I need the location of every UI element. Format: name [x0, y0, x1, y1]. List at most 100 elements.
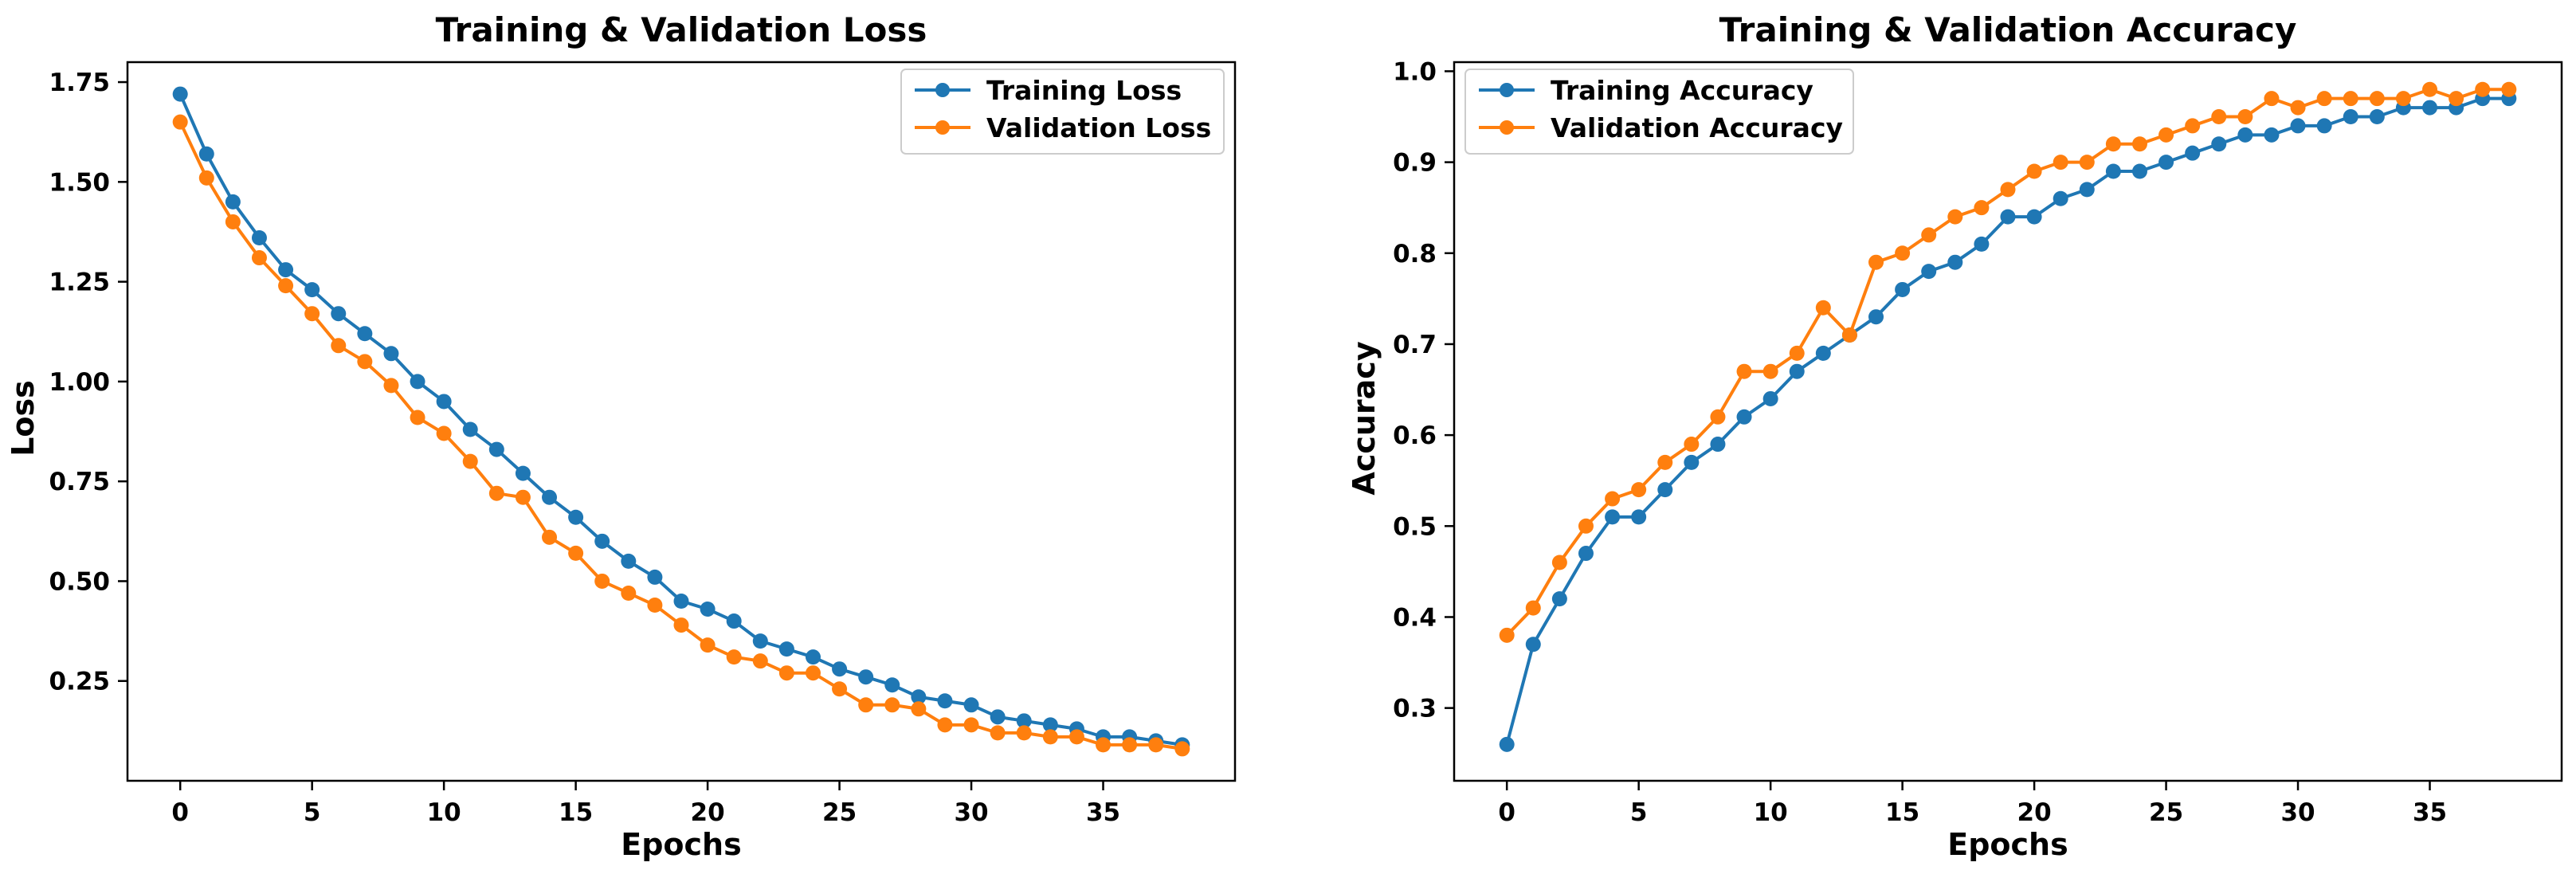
loss-y-axis-label: Loss — [6, 380, 41, 457]
accuracy-validation-line — [1505, 88, 2509, 637]
loss-training-point — [172, 86, 188, 102]
loss-validation-point — [647, 598, 663, 613]
loss-training-point — [331, 306, 347, 322]
loss-validation-point — [172, 114, 188, 130]
loss-legend: Training Loss Validation Loss — [900, 69, 1225, 155]
accuracy-training-point — [1551, 591, 1567, 607]
accuracy-validation-point — [1578, 518, 1594, 534]
accuracy-training-point — [2422, 100, 2438, 116]
accuracy-validation-point — [1789, 345, 1805, 361]
loss-y-tick-label: 0.75 — [49, 468, 111, 496]
loss-validation-point — [383, 378, 399, 394]
accuracy-training-point — [2105, 163, 2121, 179]
accuracy-validation-point — [1736, 363, 1752, 379]
accuracy-legend: Training Accuracy Validation Accuracy — [1464, 69, 1854, 155]
accuracy-training-point — [1631, 509, 1647, 525]
accuracy-training-point — [1736, 409, 1752, 425]
accuracy-validation-point — [2449, 91, 2464, 107]
accuracy-legend-marker-validation — [1500, 120, 1514, 135]
accuracy-validation-point — [2185, 118, 2201, 134]
accuracy-training-point — [1868, 309, 1884, 325]
accuracy-validation-point — [1921, 227, 1937, 243]
accuracy-validation-point — [1710, 409, 1726, 425]
loss-y-tick-label: 0.50 — [49, 567, 111, 596]
accuracy-training-point — [2343, 109, 2358, 125]
accuracy-x-ticks: 0 5 10 15 20 25 30 35 — [1498, 781, 2447, 827]
loss-series — [172, 86, 1190, 757]
accuracy-y-tick-label: 0.4 — [1393, 603, 1437, 632]
loss-validation-point — [963, 717, 979, 733]
accuracy-x-tick-label: 20 — [2017, 798, 2052, 827]
accuracy-y-tick-label: 1.0 — [1393, 57, 1437, 86]
loss-training-point — [1042, 717, 1058, 733]
accuracy-x-tick-label: 0 — [1498, 798, 1515, 827]
loss-y-tick-label: 1.25 — [49, 268, 111, 297]
loss-training-point — [304, 282, 320, 298]
loss-validation-point — [1122, 737, 1138, 753]
accuracy-training-point — [1921, 264, 1937, 280]
accuracy-training-point — [2264, 127, 2280, 143]
accuracy-training-point — [1762, 390, 1778, 406]
accuracy-y-ticks: 0.3 0.4 0.5 0.6 0.7 0.8 0.9 1.0 — [1393, 57, 1454, 723]
accuracy-y-tick-label: 0.8 — [1393, 240, 1437, 268]
loss-training-point — [990, 709, 1006, 725]
accuracy-training-point — [2237, 127, 2253, 143]
accuracy-validation-point — [1815, 300, 1831, 316]
loss-legend-marker-training — [935, 83, 950, 97]
loss-y-tick-label: 1.50 — [49, 168, 111, 197]
loss-validation-point — [621, 585, 637, 601]
accuracy-y-tick-label: 0.7 — [1393, 331, 1437, 359]
loss-validation-point — [832, 681, 848, 697]
loss-training-point — [251, 229, 267, 245]
accuracy-validation-point — [2000, 182, 2016, 198]
accuracy-chart-title: Training & Validation Accuracy — [1719, 10, 2297, 49]
loss-legend-label-validation: Validation Loss — [986, 112, 1211, 143]
loss-validation-point — [1174, 741, 1190, 757]
loss-validation-point — [594, 573, 610, 589]
accuracy-validation-point — [1631, 482, 1647, 498]
loss-training-point — [594, 533, 610, 549]
loss-training-point — [778, 641, 794, 657]
accuracy-y-axis-label: Accuracy — [1347, 341, 1382, 495]
accuracy-validation-point — [1895, 245, 1911, 261]
accuracy-validation-point — [1762, 363, 1778, 379]
loss-validation-point — [515, 489, 531, 505]
loss-training-point — [198, 146, 214, 162]
accuracy-validation-point — [1841, 327, 1857, 343]
loss-validation-line — [178, 121, 1183, 751]
accuracy-validation-point — [2131, 136, 2147, 152]
accuracy-training-point — [1684, 454, 1700, 470]
accuracy-training-point — [2000, 209, 2016, 225]
accuracy-x-tick-label: 15 — [1885, 798, 1919, 827]
accuracy-validation-point — [2026, 163, 2042, 179]
accuracy-y-tick-label: 0.9 — [1393, 149, 1437, 178]
loss-y-ticks: 0.25 0.50 0.75 1.00 1.25 1.50 1.75 — [49, 69, 127, 696]
loss-training-point — [832, 661, 848, 677]
loss-x-ticks: 0 5 10 15 20 25 30 35 — [171, 781, 1120, 827]
accuracy-training-point — [1947, 254, 1963, 270]
accuracy-validation-point — [2211, 109, 2227, 125]
loss-validation-point — [726, 649, 742, 665]
accuracy-validation-point — [2158, 127, 2174, 143]
accuracy-series — [1499, 81, 2517, 752]
loss-training-point — [436, 394, 452, 410]
loss-validation-point — [304, 306, 320, 322]
loss-validation-point — [805, 665, 821, 681]
accuracy-training-point — [1895, 281, 1911, 297]
accuracy-training-point — [1578, 546, 1594, 562]
loss-x-tick-label: 15 — [559, 798, 593, 827]
accuracy-x-tick-label: 5 — [1630, 798, 1648, 827]
loss-y-tick-label: 1.75 — [49, 69, 111, 97]
accuracy-training-point — [2053, 190, 2068, 206]
loss-validation-point — [1148, 737, 1164, 753]
accuracy-validation-point — [2501, 81, 2517, 97]
accuracy-y-tick-label: 0.6 — [1393, 421, 1437, 450]
loss-x-tick-label: 25 — [822, 798, 857, 827]
accuracy-x-tick-label: 10 — [1754, 798, 1788, 827]
accuracy-legend-label-training: Training Accuracy — [1551, 75, 1813, 106]
loss-validation-point — [911, 701, 927, 717]
accuracy-validation-point — [2343, 91, 2358, 107]
loss-training-point — [1016, 713, 1032, 729]
loss-validation-point — [251, 250, 267, 266]
accuracy-x-tick-label: 35 — [2413, 798, 2447, 827]
